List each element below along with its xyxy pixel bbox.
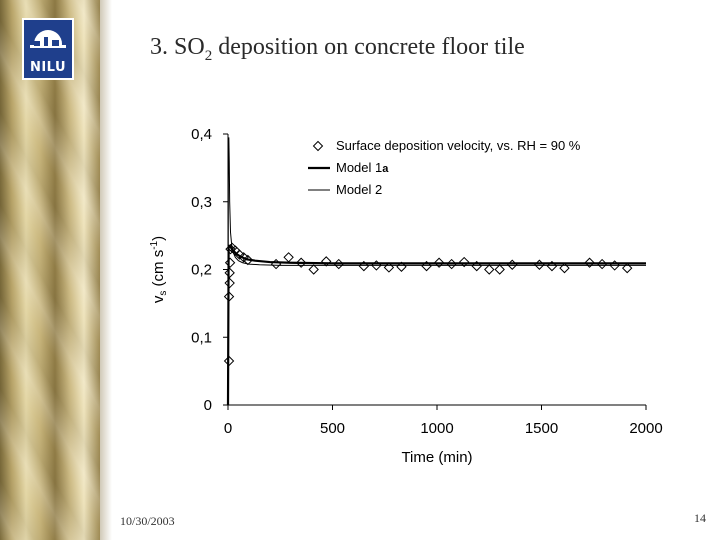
data-point-diamond xyxy=(484,264,495,275)
data-point-diamond xyxy=(559,262,570,274)
title-prefix: 3. SO xyxy=(150,34,205,60)
data-point-diamond xyxy=(584,257,595,268)
data-point-diamond xyxy=(224,257,236,268)
legend-model1-text: Model 1 xyxy=(336,160,382,175)
title-suffix: deposition on concrete floor tile xyxy=(212,34,525,60)
data-point-diamond xyxy=(433,257,445,268)
title-subscript: 2 xyxy=(204,47,213,64)
data-point-diamond xyxy=(507,259,518,270)
data-point-diamond xyxy=(283,252,294,263)
data-point-diamond xyxy=(458,256,470,268)
y-axis-label: vs (cm s-1) xyxy=(149,236,169,303)
data-point-diamond xyxy=(224,277,235,289)
data-point-diamond xyxy=(308,264,319,275)
data-point-diamond xyxy=(621,262,633,274)
data-point-diamond xyxy=(494,264,505,275)
data-point-diamond xyxy=(471,260,482,272)
data-point-diamond xyxy=(546,260,558,272)
nilu-logo: NILU xyxy=(22,18,74,80)
y-tick-label: 0,4 xyxy=(191,126,212,143)
chart-svg: 0 500 1000 1500 2000 0 0,1 0,2 0,3 0,4 Time (min)… xyxy=(149,126,663,466)
data-point-diamond xyxy=(358,260,370,272)
y-tick-label: 0,1 xyxy=(191,329,212,346)
legend-label-observations: Surface deposition velocity, vs. RH = 90… xyxy=(336,138,581,153)
y-tick-label: 0,3 xyxy=(191,194,212,211)
footer-date: 10/30/2003 xyxy=(120,514,175,528)
data-point-diamond xyxy=(295,257,307,268)
ylabel-sup: -1 xyxy=(149,240,160,249)
x-tick-label: 0 xyxy=(224,420,232,437)
x-axis-label: Time (min) xyxy=(401,449,472,466)
data-point-diamond xyxy=(383,262,395,273)
legend-item-model1: Model 1a xyxy=(308,160,389,175)
legend-item-model2: Model 2 xyxy=(308,182,382,197)
page-number: 14 xyxy=(694,511,706,525)
x-tick-label: 1000 xyxy=(420,420,453,437)
y-tick-label: 0,2 xyxy=(191,262,212,279)
model2-line xyxy=(227,137,646,406)
series-layer xyxy=(223,137,646,406)
legend-label-model1: Model 1a xyxy=(336,160,389,175)
ylabel-close: ) xyxy=(150,236,167,241)
logo-text: NILU xyxy=(29,60,67,75)
data-point-diamond xyxy=(421,260,432,272)
x-tick-label: 2000 xyxy=(629,420,662,437)
legend-diamond-icon xyxy=(312,140,324,152)
data-point-diamond xyxy=(270,258,282,270)
legend-model1-suffix: a xyxy=(382,163,389,175)
x-tick-label: 1500 xyxy=(525,420,558,437)
axes-layer xyxy=(227,134,646,406)
logo-emblem-icon xyxy=(24,30,72,60)
slide-title: 3. SO2 deposition on concrete floor tile xyxy=(150,34,525,65)
ticks-layer: 0 500 1000 1500 2000 0 0,1 0,2 0,3 0,4 xyxy=(191,126,663,437)
model1-line xyxy=(226,244,646,406)
data-point-diamond xyxy=(224,267,235,279)
legend-item-observations: Surface deposition velocity, vs. RH = 90… xyxy=(312,138,581,153)
data-point-diamond xyxy=(321,256,332,267)
data-point-diamond xyxy=(534,259,545,270)
ylabel-sub: s xyxy=(158,291,169,296)
deposition-chart: 0 500 1000 1500 2000 0 0,1 0,2 0,3 0,4 Time (min)… xyxy=(140,120,680,485)
ylabel-unit: (cm s xyxy=(150,250,167,291)
decorative-gold-bar xyxy=(0,0,112,540)
ylabel-main: v xyxy=(150,295,167,303)
y-tick-label: 0 xyxy=(204,397,212,414)
legend-label-model2: Model 2 xyxy=(336,182,382,197)
x-tick-label: 500 xyxy=(320,420,345,437)
chart-legend: Surface deposition velocity, vs. RH = 90… xyxy=(308,138,581,197)
